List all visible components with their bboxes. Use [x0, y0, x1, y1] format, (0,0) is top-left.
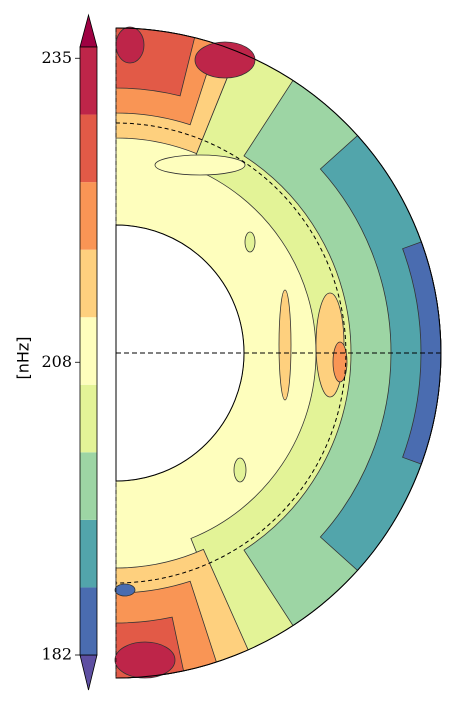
colorbar: 182 208 235 — [41, 13, 98, 691]
contour-region — [332, 341, 348, 383]
colorbar-band — [80, 182, 97, 250]
inner-core — [115, 224, 245, 482]
contour-region — [114, 583, 136, 597]
colorbar-extend-max — [79, 13, 98, 48]
colorbar-band — [80, 587, 97, 655]
contour-region — [114, 641, 176, 679]
y-tick-label: 182 — [41, 645, 72, 664]
colorbar-band — [80, 47, 97, 115]
colorbar-band — [80, 249, 97, 318]
y-tick-label: 208 — [41, 352, 72, 371]
contour-region — [244, 231, 256, 253]
y-tick-label: 235 — [41, 48, 72, 67]
contour-region — [194, 41, 256, 79]
colorbar-extend-min — [79, 654, 98, 691]
contour-region — [115, 26, 145, 64]
contour-region — [278, 289, 292, 401]
colorbar-band — [80, 317, 97, 385]
colorbar-band — [80, 519, 97, 588]
contour-region — [233, 457, 247, 483]
colorbar-band — [80, 114, 97, 183]
colorbar-band — [80, 384, 97, 453]
colorbar-frame — [79, 46, 98, 656]
colorbar-label: [nHz] — [14, 336, 33, 379]
tachocline — [115, 122, 347, 584]
colorbar-band — [80, 452, 97, 520]
contour-region — [154, 154, 246, 176]
contour-field — [114, 26, 442, 679]
